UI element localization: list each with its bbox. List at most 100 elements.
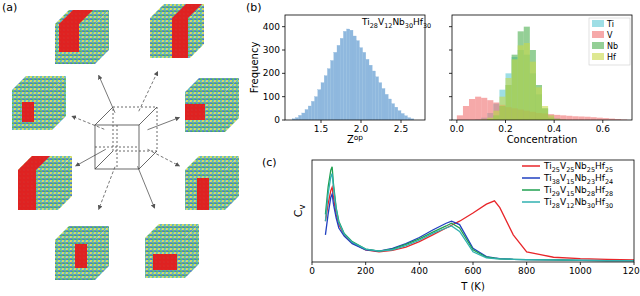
legend-label: V	[607, 31, 613, 40]
formula-part: 38	[552, 178, 560, 186]
x-tick	[580, 262, 581, 265]
red-region	[59, 10, 93, 24]
x-tick	[634, 262, 635, 265]
chart-title: Ti28V12Nb30Hf30	[361, 17, 431, 30]
x-tick-label: 0.4	[547, 124, 562, 134]
hist-bar	[398, 111, 401, 120]
x-tick	[365, 262, 366, 265]
cube-side	[95, 226, 109, 280]
plot-frame	[285, 15, 425, 120]
formula-part: 25	[587, 166, 595, 174]
atom-cube	[145, 224, 199, 278]
formula-part: 30	[405, 22, 413, 30]
series-line	[325, 167, 634, 261]
x-tick	[312, 262, 313, 265]
hist-bar	[315, 97, 318, 120]
hist-bar	[530, 62, 536, 120]
red-region	[18, 156, 50, 170]
hist-bar	[391, 104, 394, 120]
hist-bar	[487, 100, 493, 120]
x-tick	[526, 262, 527, 265]
formula-part: 28	[605, 190, 613, 198]
cube-side	[185, 224, 199, 278]
red-region	[75, 244, 87, 268]
hist-bar	[499, 97, 505, 120]
formula-part: 25	[566, 166, 574, 174]
x-axis-label: Concentration	[507, 134, 578, 145]
atom-cube	[55, 226, 109, 280]
red-region	[18, 170, 36, 210]
formula-part: Nb	[392, 17, 405, 27]
plot-area	[292, 29, 414, 120]
hist-bar	[337, 45, 340, 120]
panel-label: (c)	[262, 156, 277, 169]
hist-bar	[385, 94, 388, 120]
atom-cube	[18, 156, 72, 210]
wire-mid	[95, 147, 139, 148]
hist-bar	[560, 115, 566, 120]
cube-side	[58, 156, 72, 210]
cube-side	[225, 156, 239, 210]
legend-swatch	[592, 31, 604, 38]
arrow	[76, 149, 106, 166]
hist-bar	[388, 99, 391, 120]
legend: TiVNbHf	[589, 18, 630, 65]
x-tick-label: 800	[518, 266, 535, 276]
hist-bar	[347, 29, 350, 120]
x-tick	[419, 262, 420, 265]
hist-bar	[375, 77, 378, 120]
formula-part: 29	[552, 190, 560, 198]
atom-cube	[150, 4, 204, 58]
x-tick-label: 0.0	[450, 124, 465, 134]
cube-front	[12, 90, 52, 130]
hist-bar	[331, 61, 334, 121]
hist-bar	[518, 31, 524, 120]
formula-part: 28	[552, 202, 560, 210]
legend-label: Hf	[607, 53, 616, 62]
hist-bar	[343, 31, 346, 120]
x-tick-label: 0	[309, 266, 315, 276]
red-region	[197, 178, 209, 210]
arrow	[148, 118, 180, 130]
y-tick	[282, 26, 285, 27]
formula-part: 28	[370, 22, 378, 30]
formula-part: 30	[587, 202, 595, 210]
wire-edge	[95, 151, 113, 169]
y-tick-label: 400	[263, 22, 280, 32]
arrow	[139, 72, 158, 112]
hist-bar	[302, 113, 305, 120]
legend-swatch	[592, 20, 604, 27]
x-tick	[505, 120, 506, 123]
hist-bar	[363, 52, 366, 120]
panel-label: (b)	[246, 1, 262, 14]
y-tick-label: 0	[274, 115, 280, 125]
hist-bar	[554, 115, 560, 120]
y-tick-label: 200	[263, 68, 280, 78]
y-tick	[282, 73, 285, 74]
hist-bar	[321, 83, 324, 120]
x-axis-label: T (K)	[460, 281, 485, 292]
panel-label: (a)	[2, 1, 17, 14]
panel-a	[12, 4, 239, 280]
hist-bar	[366, 59, 369, 120]
atom-cube	[185, 156, 239, 210]
atom-cube	[12, 76, 66, 130]
legend-line	[522, 189, 540, 191]
formula-part: 25	[605, 166, 613, 174]
hist-bar	[518, 45, 524, 120]
cube-front	[145, 238, 185, 278]
wire-front	[95, 125, 139, 169]
x-tick-label: 1.5	[314, 124, 328, 134]
figure: (a)(b)(c)1.52.02.50100200300400Ti28V12Nb…	[0, 0, 640, 296]
legend-swatch	[592, 53, 604, 60]
x-tick-label: 400	[411, 266, 428, 276]
hist-bar	[542, 106, 548, 120]
x-tick-label: 0.2	[498, 124, 512, 134]
hist-bar	[506, 73, 512, 120]
formula-part: Nb	[574, 161, 587, 171]
y-tick	[282, 96, 285, 97]
y-tick-label: 300	[263, 45, 280, 55]
legend-line	[522, 165, 540, 167]
hist-bar	[299, 115, 302, 120]
hist-bar	[311, 101, 314, 120]
